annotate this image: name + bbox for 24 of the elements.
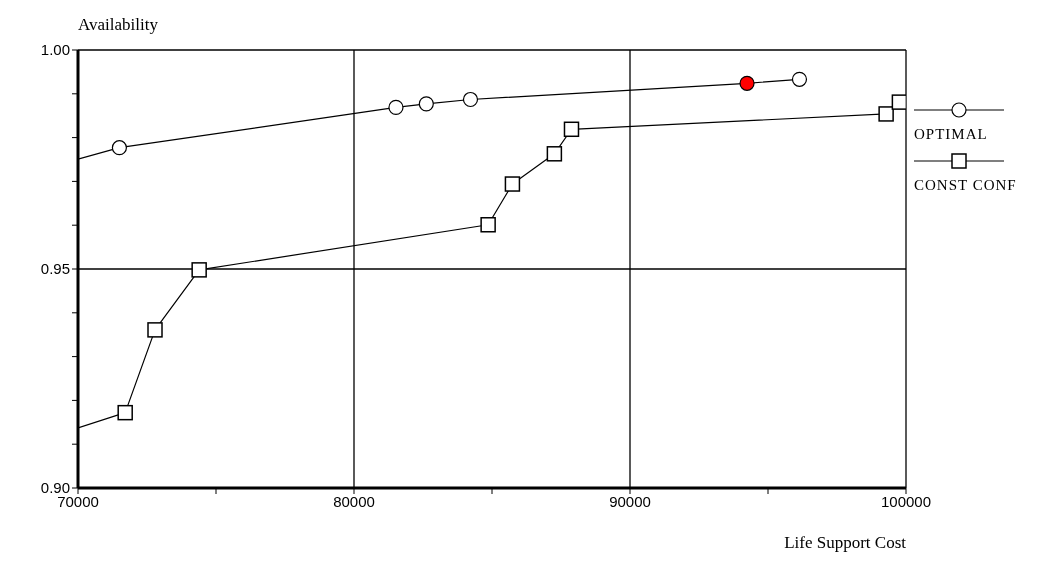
point (111, 140, 127, 156)
legend-label: OPTIMAL (914, 126, 989, 143)
y-tick-label: 1.00 (40, 41, 70, 59)
point (462, 91, 479, 108)
x-tick-label: 90000 (609, 492, 651, 510)
point (388, 99, 404, 115)
point (739, 75, 755, 91)
point (418, 96, 434, 112)
y-axis-title: Availability (78, 15, 159, 34)
point (504, 176, 521, 192)
point (117, 404, 133, 421)
y-tick-label: 0.95 (40, 260, 70, 278)
point (147, 322, 163, 338)
x-tick-label: 100000 (880, 492, 932, 510)
point (791, 71, 808, 87)
point (546, 146, 563, 162)
point (891, 94, 906, 110)
point (878, 106, 894, 122)
x-axis-title: Life Support Cost (784, 533, 907, 552)
x-tick-label: 80000 (333, 492, 375, 510)
point (563, 121, 580, 138)
legend-label: CONST CONF (914, 177, 1018, 194)
point (191, 262, 207, 278)
point (480, 217, 496, 233)
